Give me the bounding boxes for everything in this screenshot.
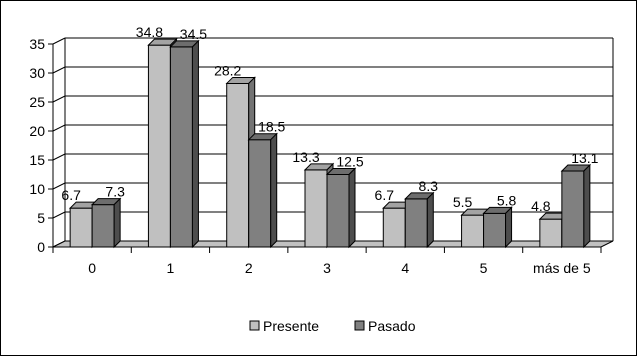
bar-side <box>191 39 199 249</box>
bar-side <box>270 132 278 249</box>
data-label: 12.5 <box>336 154 363 170</box>
data-label: 34.5 <box>180 26 207 42</box>
y-tick-label: 25 <box>29 94 45 110</box>
gridline-side <box>52 211 66 219</box>
bar-front <box>304 169 328 248</box>
bar-front <box>461 214 485 248</box>
data-label: 6.7 <box>375 187 395 203</box>
bar-pasado <box>325 167 357 249</box>
data-label: 7.3 <box>105 184 125 200</box>
data-labels: 6.7 34.8 28.2 13.3 6.7 5.5 4.8 7.3 34.5 18.5 12.5 8… <box>61 24 598 214</box>
bar-front <box>539 218 563 248</box>
data-label: 6.7 <box>61 187 81 203</box>
bar-pasado <box>482 206 513 249</box>
legend-swatch-pasado <box>354 320 365 331</box>
gridline-side <box>52 37 66 45</box>
gridline-side <box>52 95 66 103</box>
y-tick-label: 10 <box>29 181 45 197</box>
bar-side <box>348 167 356 249</box>
bar-front <box>69 207 93 248</box>
data-label: 34.8 <box>136 24 163 40</box>
y-tick-label: 20 <box>29 123 45 139</box>
x-tick-label: 1 <box>167 260 175 276</box>
y-tick-label: 0 <box>37 239 45 255</box>
x-tick-label: 4 <box>401 260 409 276</box>
bars <box>68 37 592 249</box>
data-label: 28.2 <box>214 62 241 78</box>
y-tick-label: 35 <box>29 36 45 52</box>
y-tick-label: 5 <box>37 210 45 226</box>
axes: 0 5 10 15 20 25 30 35 0 1 2 3 4 5 más de 5 <box>29 36 602 276</box>
bar-side <box>426 191 434 249</box>
gridline-side <box>52 66 66 74</box>
bar-side <box>583 163 591 249</box>
legend: Presente Pasado <box>249 318 416 334</box>
x-tick-label: 2 <box>245 260 253 276</box>
data-label: 8.3 <box>419 178 439 194</box>
legend-label-presente: Presente <box>263 318 319 334</box>
bar-front <box>483 212 507 248</box>
gridline-side <box>52 124 66 132</box>
data-label: 4.8 <box>531 198 551 214</box>
y-tick-label: 30 <box>29 65 45 81</box>
data-label: 13.1 <box>571 150 598 166</box>
gridline-side <box>52 182 66 190</box>
data-label: 5.5 <box>453 194 473 210</box>
bar-front <box>91 204 115 248</box>
bar-pasado <box>90 197 122 249</box>
bar-pasado <box>404 191 435 249</box>
bar-front <box>326 174 350 248</box>
gridline-side <box>52 153 66 161</box>
bar-side <box>505 206 513 249</box>
legend-label-pasado: Pasado <box>368 318 416 334</box>
bar-front <box>248 139 272 248</box>
data-label: 5.8 <box>497 192 517 208</box>
x-tick-label: 0 <box>88 260 96 276</box>
bar-front <box>404 198 428 248</box>
data-label: 13.3 <box>292 149 319 165</box>
x-tick-label: 5 <box>480 260 488 276</box>
bar-front <box>147 44 171 248</box>
bar-pasado <box>247 132 278 249</box>
x-tick-label: 3 <box>323 260 331 276</box>
bar-front <box>226 82 250 248</box>
x-tick-label: más de 5 <box>533 260 591 276</box>
bar-pasado <box>169 39 200 249</box>
y-tick-label: 15 <box>29 152 45 168</box>
legend-swatch-presente <box>249 320 260 331</box>
bar-front <box>561 170 585 248</box>
bar-side <box>113 197 121 249</box>
bar-front <box>382 207 406 248</box>
bar-pasado <box>560 163 592 249</box>
bar-front <box>169 46 193 248</box>
data-label: 18.5 <box>258 119 285 135</box>
